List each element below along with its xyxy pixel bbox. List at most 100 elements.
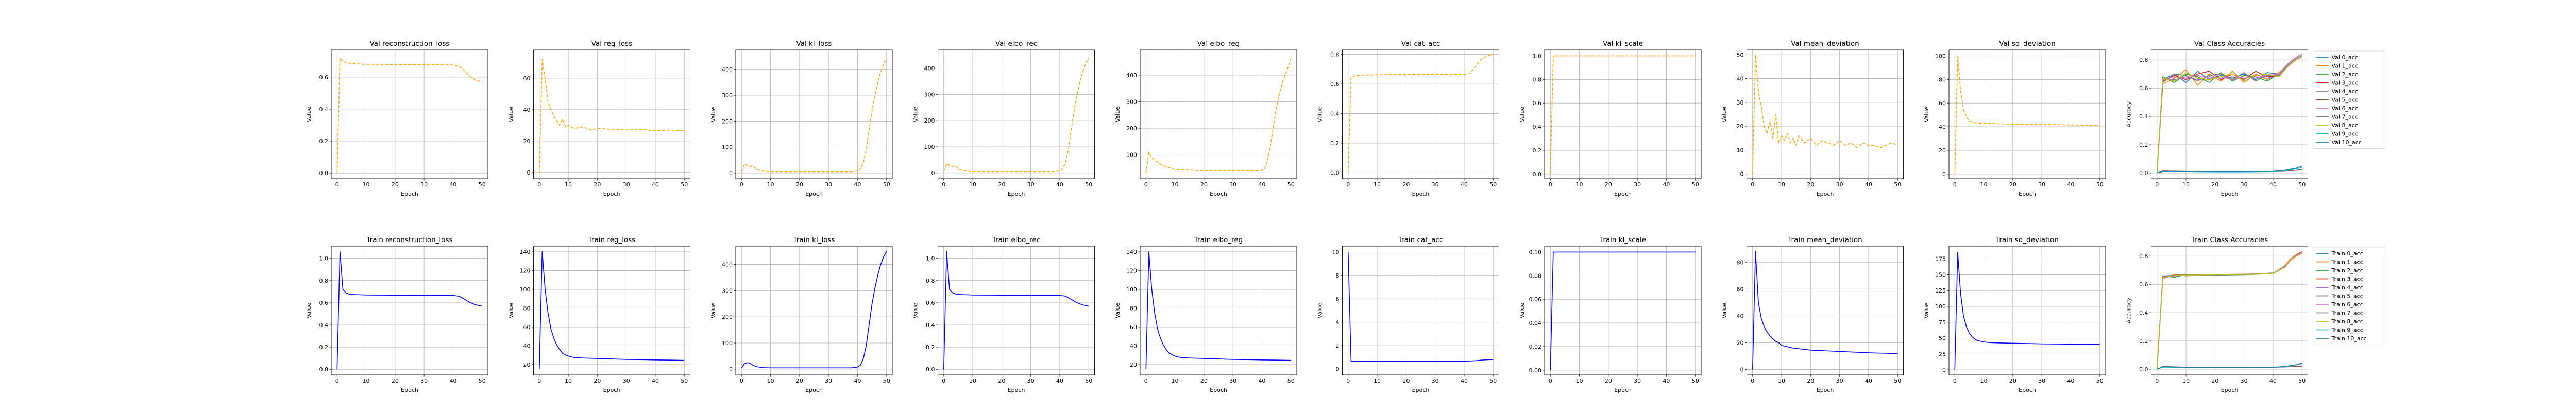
x-axis-label: Epoch [1614, 191, 1632, 197]
train-elbo-reg-chart: 0 10 20 30 40 50 20 40 60 80 100 120 140 Train elbo_r… [1114, 236, 1297, 393]
x-tick-label: 50 [1085, 377, 1092, 384]
x-axis-label: Epoch [1008, 191, 1025, 197]
x-tick-label: 10 [767, 377, 774, 384]
y-tick-label: 20 [523, 362, 531, 368]
y-tick-label: 0.6 [319, 300, 329, 306]
x-tick-label: 20 [2009, 377, 2016, 384]
y-tick-label: 0.2 [319, 138, 329, 145]
x-axis-label: Epoch [603, 387, 621, 393]
chart-title: Train Class Accuracies [2191, 236, 2268, 244]
y-tick-label: 60 [1130, 324, 1137, 331]
legend-entry: Val 6_acc [2332, 105, 2358, 112]
y-tick-label: 140 [520, 249, 531, 255]
y-tick-label: 0.08 [1529, 272, 1542, 279]
x-tick-label: 40 [1461, 377, 1468, 384]
y-tick-label: 40 [523, 342, 531, 349]
y-tick-label: 40 [1939, 124, 1946, 130]
y-tick-label: 0.10 [1529, 249, 1542, 255]
x-tick-label: 0 [1144, 377, 1148, 384]
y-tick-label: 0.2 [926, 344, 935, 351]
axes-frame [1747, 246, 1904, 375]
series-line [1752, 54, 1898, 174]
x-axis-label: Epoch [1412, 387, 1430, 393]
y-tick-label: 200 [1126, 125, 1137, 132]
legend-entry: Train 10_acc [2331, 335, 2367, 342]
x-tick-label: 30 [1432, 181, 1439, 188]
y-tick-label: 100 [722, 144, 733, 151]
y-tick-label: 0.2 [2139, 338, 2148, 345]
x-axis-label: Epoch [2221, 191, 2239, 197]
series-line [1347, 54, 1494, 173]
x-tick-label: 10 [1374, 181, 1381, 188]
y-axis-label: Value [710, 303, 717, 318]
x-tick-label: 40 [1461, 181, 1468, 188]
x-tick-label: 30 [1432, 377, 1439, 384]
y-tick-label: 100 [924, 144, 935, 150]
x-tick-label: 20 [594, 181, 601, 188]
x-tick-label: 50 [2298, 377, 2306, 384]
y-tick-label: 0.8 [319, 278, 329, 284]
x-tick-label: 40 [1258, 181, 1265, 188]
series-line [741, 59, 887, 173]
train-sd-deviation-chart: 0 10 20 30 40 50 0 25 50 75 100 125 150 175 Train sd_d… [1923, 236, 2106, 393]
series-line [1752, 251, 1898, 370]
x-tick-label: 10 [565, 377, 572, 384]
x-tick-label: 10 [2182, 377, 2190, 384]
y-tick-label: 200 [722, 118, 733, 125]
series-line [943, 251, 1089, 370]
x-tick-label: 40 [1056, 181, 1063, 188]
val-class-accuracies-chart: 0 10 20 30 40 50 0.0 0.2 0.4 0.6 0.8 Val Class Accu… [2126, 40, 2385, 197]
series-line [538, 59, 685, 173]
x-tick-label: 0 [537, 181, 541, 188]
y-axis-label: Value [912, 107, 919, 122]
y-tick-label: 8 [1336, 272, 1340, 279]
y-tick-label: 0.4 [1330, 111, 1340, 117]
x-tick-label: 40 [1258, 377, 1265, 384]
y-tick-label: 1.0 [926, 255, 935, 262]
chart-title: Val cat_acc [1401, 40, 1440, 48]
x-tick-label: 40 [854, 377, 861, 384]
y-tick-label: 0.8 [1330, 52, 1340, 58]
y-tick-label: 60 [1939, 100, 1946, 107]
axes-frame [2151, 49, 2308, 179]
y-tick-label: 125 [1935, 287, 1946, 294]
y-tick-label: 1.0 [319, 255, 329, 262]
x-tick-label: 20 [1200, 377, 1208, 384]
series-line [1145, 59, 1292, 174]
y-tick-label: 0.8 [1533, 76, 1542, 83]
x-tick-label: 50 [1287, 181, 1295, 188]
legend-entry: Val 10_acc [2332, 139, 2362, 146]
y-tick-label: 100 [1126, 286, 1137, 293]
x-axis-label: Epoch [1817, 191, 1834, 197]
y-tick-label: 120 [1126, 267, 1137, 274]
x-tick-label: 30 [1229, 181, 1236, 188]
y-tick-label: 200 [722, 314, 733, 320]
x-tick-label: 10 [969, 377, 976, 384]
y-tick-label: 0.4 [1533, 124, 1542, 130]
x-tick-label: 20 [392, 181, 399, 188]
train-elbo-rec-chart: 0 10 20 30 40 50 0.0 0.2 0.4 0.6 0.8 1.0 Train elbo_… [912, 236, 1095, 393]
y-axis-label: Value [710, 107, 717, 122]
x-tick-label: 20 [1402, 181, 1410, 188]
y-tick-label: 80 [1737, 259, 1744, 266]
train-4-acc-line [2156, 253, 2302, 370]
x-tick-label: 0 [1549, 181, 1552, 188]
y-tick-label: 0.4 [2139, 113, 2148, 120]
y-tick-label: 0.02 [1529, 344, 1542, 350]
x-tick-label: 0 [942, 377, 945, 384]
y-tick-label: 100 [520, 286, 531, 293]
x-tick-label: 40 [1865, 377, 1872, 384]
chart-title: Train kl_scale [1599, 236, 1646, 244]
x-tick-label: 10 [1576, 377, 1583, 384]
y-tick-label: 60 [523, 324, 531, 331]
y-tick-label: 0.00 [1529, 367, 1542, 374]
chart-title: Val sd_deviation [1999, 40, 2056, 48]
x-tick-label: 20 [2211, 377, 2218, 384]
y-tick-label: 100 [1126, 152, 1137, 159]
x-tick-label: 50 [479, 181, 486, 188]
legend-entry: Train 7_acc [2331, 310, 2363, 317]
x-tick-label: 0 [740, 181, 743, 188]
x-tick-label: 40 [2269, 181, 2277, 188]
